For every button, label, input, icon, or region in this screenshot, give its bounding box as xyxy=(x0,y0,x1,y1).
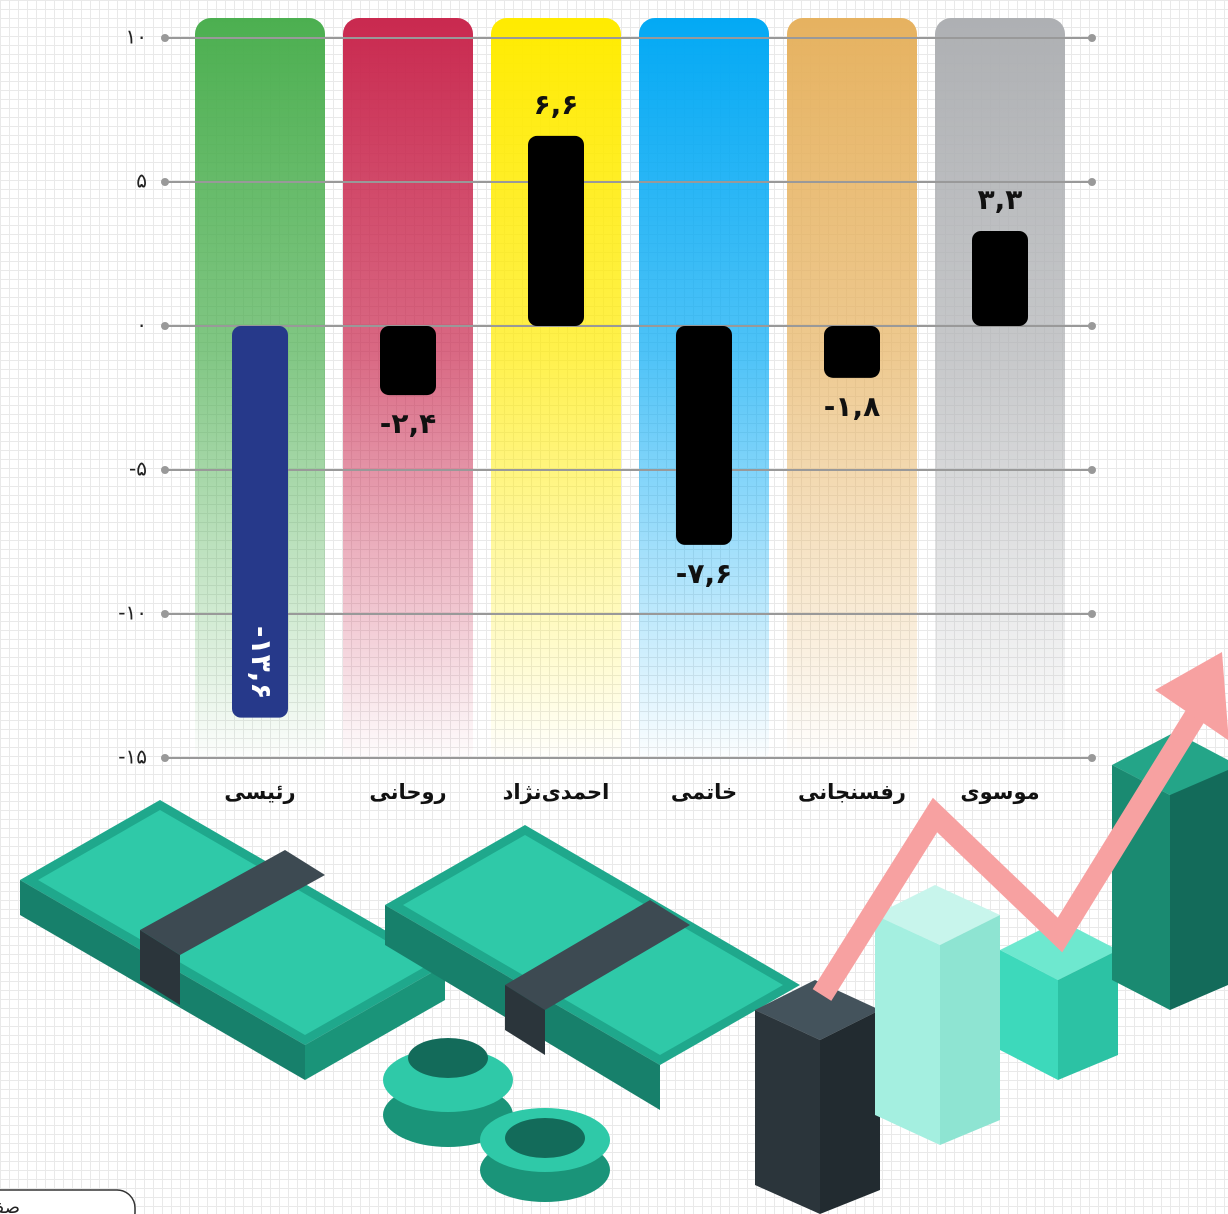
y-tick-label: ۰ xyxy=(136,313,147,337)
bar xyxy=(972,230,1028,326)
category-band xyxy=(935,18,1065,766)
bar xyxy=(232,326,288,718)
y-tick-label: -۵ xyxy=(129,457,147,481)
bar xyxy=(380,326,436,396)
grid-dot xyxy=(161,178,169,186)
value-label: -۲,۴ xyxy=(380,407,436,440)
x-tick-label: رئیسی xyxy=(224,780,295,804)
bar xyxy=(676,326,732,545)
grid-dot xyxy=(161,322,169,330)
grid-dot xyxy=(1088,610,1096,618)
grid-dot xyxy=(161,610,169,618)
grid-dot xyxy=(1088,466,1096,474)
value-label: -۱۳,۶ xyxy=(245,626,278,700)
grid-dot xyxy=(1088,322,1096,330)
category-band xyxy=(491,18,621,766)
y-tick-label: ۱۰ xyxy=(126,25,147,49)
grid-dot xyxy=(161,34,169,42)
bar xyxy=(824,326,880,378)
value-label: -۷,۶ xyxy=(676,557,732,590)
grid-dot xyxy=(1088,34,1096,42)
value-label: -۱,۸ xyxy=(824,390,880,423)
value-label: ۶,۶ xyxy=(534,88,579,121)
page-link-text[interactable]: صفحه ۵ xyxy=(0,1197,20,1214)
x-tick-label: رفسنجانی xyxy=(798,780,906,804)
grid-dot xyxy=(1088,754,1096,762)
y-tick-label: -۱۰ xyxy=(118,601,147,625)
y-tick-label: ۵ xyxy=(136,169,147,193)
x-tick-label: روحانی xyxy=(369,780,446,804)
grid-dot xyxy=(1088,178,1096,186)
illustration xyxy=(20,652,1228,1214)
bar xyxy=(528,135,584,326)
x-tick-label: موسوی xyxy=(960,780,1039,804)
x-tick-label: خاتمی xyxy=(671,780,737,804)
grid-dot xyxy=(161,466,169,474)
grid-dot xyxy=(161,754,169,762)
category-band xyxy=(787,18,917,766)
y-tick-label: -۱۵ xyxy=(118,745,147,769)
page-link[interactable]: صفحه ۵ xyxy=(0,1189,136,1214)
value-label: ۳,۳ xyxy=(978,183,1023,216)
x-tick-label: احمدی‌نژاد xyxy=(503,780,610,804)
